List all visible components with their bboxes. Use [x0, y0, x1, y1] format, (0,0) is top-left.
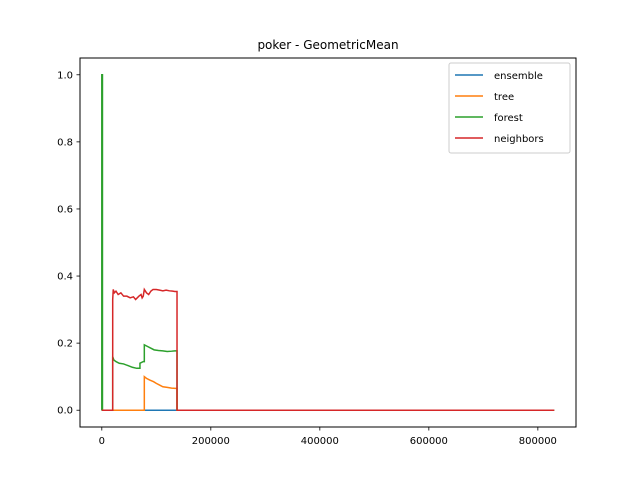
y-tick-label: 0.0 [57, 406, 73, 417]
y-axis: 0.0 0.2 0.4 0.6 0.8 1.0 [57, 70, 80, 417]
x-tick-label: 200000 [192, 436, 230, 447]
plot-frame [79, 57, 577, 428]
legend-label-forest: forest [494, 113, 523, 124]
x-axis: 0 200000 400000 600000 800000 [99, 427, 557, 447]
y-tick-label: 0.8 [57, 137, 73, 148]
legend-box [448, 62, 571, 154]
series-line-neighbors [101, 287, 555, 411]
x-tick-label: 800000 [519, 436, 557, 447]
chart-title: poker - GeometricMean [257, 38, 398, 52]
series-layer [101, 74, 555, 411]
series-line-tree [101, 375, 555, 411]
y-tick-label: 0.2 [57, 339, 73, 350]
x-tick-label: 0 [99, 436, 105, 447]
legend-label-ensemble: ensemble [494, 71, 543, 82]
y-tick-label: 0.6 [57, 204, 73, 215]
x-tick-label: 600000 [410, 436, 448, 447]
y-tick-label: 0.4 [57, 272, 73, 283]
x-tick-label: 400000 [301, 436, 339, 447]
y-tick-label: 1.0 [57, 70, 73, 81]
legend: ensemble tree forest neighbors [448, 62, 571, 154]
legend-label-neighbors: neighbors [494, 134, 544, 145]
legend-label-tree: tree [494, 92, 514, 103]
